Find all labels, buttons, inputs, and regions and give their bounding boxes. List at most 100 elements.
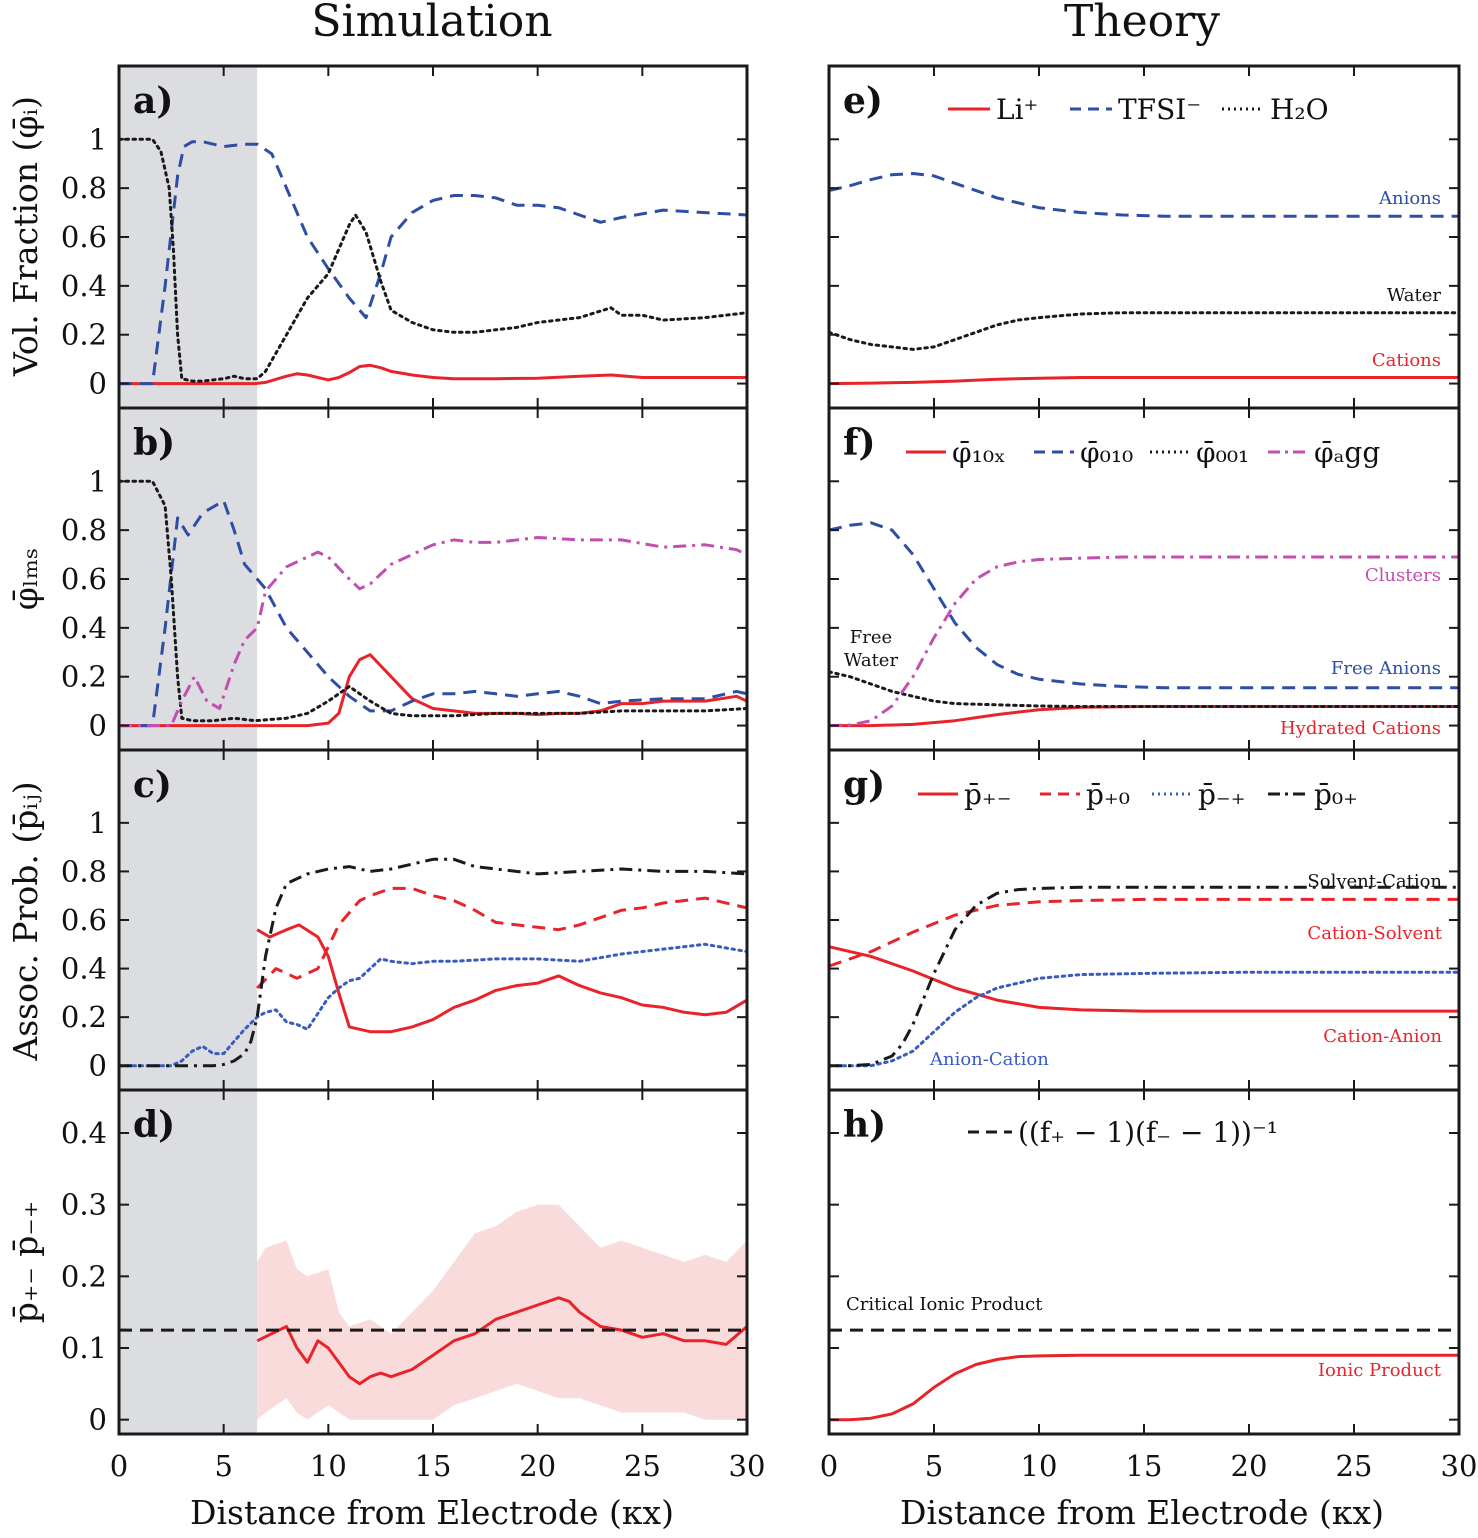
ytick-label-d-3: 0.3 xyxy=(61,1188,107,1222)
xtick-label-d-3: 15 xyxy=(415,1449,452,1483)
xtick-label-d-1: 5 xyxy=(214,1449,232,1483)
ytick-label-d-0: 0 xyxy=(89,1403,107,1437)
xtick-label-h-0: 0 xyxy=(820,1449,838,1483)
xtick-label-d-2: 10 xyxy=(310,1449,347,1483)
ytick-label-d-1: 0.1 xyxy=(61,1331,107,1365)
annotation-anion-cation: Anion-Cation xyxy=(929,1049,1049,1070)
legend-panel-g: p̄₊₋ p̄₊₀ p̄₋₊ p̄₀₊ xyxy=(918,778,1358,811)
electrode-shaded-region-a xyxy=(119,66,258,408)
ytick-label-b-2: 0.4 xyxy=(61,611,107,645)
electrode-shaded-region-b xyxy=(119,408,258,750)
series-line-c-1 xyxy=(256,886,747,990)
legend-label-li: Li⁺ xyxy=(996,93,1038,126)
legend-label-phi10x: φ̄₁₀ₓ xyxy=(952,436,1006,469)
uncertainty-band-d xyxy=(257,1204,747,1420)
plot-area-f xyxy=(829,521,1459,728)
legend-label-p-plus-minus: p̄₊₋ xyxy=(964,778,1011,811)
xtick-label-h-1: 5 xyxy=(925,1449,943,1483)
annotation-free-anions: Free Anions xyxy=(1331,658,1441,679)
xtick-label-h-4: 20 xyxy=(1231,1449,1268,1483)
series-line-e-1 xyxy=(829,172,1459,218)
panel-a: 0 0.2 0.4 0.6 0.8 1 a) xyxy=(61,64,749,410)
series-line-g-1 xyxy=(829,897,1459,968)
ytick-label-d-4: 0.4 xyxy=(61,1116,107,1150)
series-line-b-1 xyxy=(119,499,747,728)
xtick-label-d-0: 0 xyxy=(110,1449,128,1483)
ytick-label-c-1: 0.2 xyxy=(61,1000,107,1034)
panel-label-a: a) xyxy=(133,80,173,122)
panel-label-d: d) xyxy=(133,1104,175,1146)
xtick-label-h-6: 30 xyxy=(1441,1449,1478,1483)
legend-label-h2o: H₂O xyxy=(1270,93,1329,126)
ytick-label-b-3: 0.6 xyxy=(61,562,107,596)
legend-label-phiagg: φ̄ₐgg xyxy=(1314,436,1380,469)
ytick-label-b-4: 0.8 xyxy=(61,513,107,547)
annotation-cation-solvent: Cation-Solvent xyxy=(1307,923,1442,944)
series-line-f-2 xyxy=(829,670,1459,708)
series-line-f-1 xyxy=(829,521,1459,690)
panel-h: 0 5 10 15 20 25 30 h) xyxy=(820,1088,1478,1483)
annotation-ionic-product: Ionic Product xyxy=(1318,1360,1442,1381)
legend-label-phi001: φ̄₀₀₁ xyxy=(1196,436,1249,469)
plot-area-a xyxy=(119,66,747,408)
ytick-label-c-0: 0 xyxy=(89,1049,107,1083)
ytick-label-d-2: 0.2 xyxy=(61,1259,107,1293)
xlabel-simulation: Distance from Electrode (κx) xyxy=(190,1493,674,1532)
ytick-label-a-4: 0.8 xyxy=(61,171,107,205)
series-line-d-0 xyxy=(256,1296,747,1386)
legend-label-tfsi: TFSI⁻ xyxy=(1118,93,1201,126)
simulation-column-title: Simulation xyxy=(311,0,552,47)
legend-label-p-plus-zero: p̄₊₀ xyxy=(1086,778,1130,811)
annotation-free: Free xyxy=(850,627,892,648)
ytick-label-a-2: 0.4 xyxy=(61,269,107,303)
frame-h xyxy=(827,1088,1461,1436)
ytick-label-c-5: 1 xyxy=(89,806,107,840)
series-line-e-0 xyxy=(829,376,1459,386)
annotation-anions: Anions xyxy=(1378,188,1441,209)
annotation-critical-ionic-product: Critical Ionic Product xyxy=(846,1294,1043,1315)
ylabel-panel-d: p̄₊₋ p̄₋₊ xyxy=(6,1201,45,1323)
legend-panel-f: φ̄₁₀ₓ φ̄₀₁₀ φ̄₀₀₁ φ̄ₐgg xyxy=(906,436,1380,469)
frame-d xyxy=(117,1088,749,1436)
series-line-a-2 xyxy=(119,137,747,383)
series-line-g-2 xyxy=(829,970,1459,1068)
ytick-label-c-2: 0.4 xyxy=(61,952,107,986)
panel-c: 0 0.2 0.4 0.6 0.8 1 c) xyxy=(61,748,749,1092)
panel-f: f) xyxy=(827,406,1461,752)
panel-label-h: h) xyxy=(843,1104,886,1146)
ytick-label-a-1: 0.2 xyxy=(61,318,107,352)
panel-g: g) xyxy=(827,748,1461,1092)
ytick-label-c-3: 0.6 xyxy=(61,903,107,937)
ytick-label-c-4: 0.8 xyxy=(61,854,107,888)
ylabel-panel-a: Vol. Fraction (φ̄ᵢ) xyxy=(6,96,45,377)
annotation-cations: Cations xyxy=(1372,350,1441,371)
panel-b: 0 0.2 0.4 0.6 0.8 1 b) xyxy=(61,406,749,752)
xtick-label-h-3: 15 xyxy=(1126,1449,1163,1483)
plot-area-g xyxy=(829,885,1459,1068)
xtick-label-d-4: 20 xyxy=(519,1449,556,1483)
legend-panel-e: Li⁺ TFSI⁻ H₂O xyxy=(948,93,1329,126)
series-line-b-3 xyxy=(119,536,747,728)
electrode-shaded-region-d xyxy=(119,1090,258,1434)
theory-column-title: Theory xyxy=(1064,0,1220,47)
ytick-label-b-0: 0 xyxy=(89,709,107,743)
annotation-water-f: Water xyxy=(844,650,899,671)
xtick-label-h-2: 10 xyxy=(1021,1449,1058,1483)
panel-label-b: b) xyxy=(133,422,175,464)
ytick-label-a-3: 0.6 xyxy=(61,220,107,254)
panel-label-e: e) xyxy=(843,80,883,122)
ytick-label-a-0: 0 xyxy=(89,367,107,401)
series-line-b-2 xyxy=(119,479,747,723)
series-line-h-0 xyxy=(829,1353,1459,1422)
plot-area-d xyxy=(119,1090,747,1434)
panels: 00.20.40.60.81a)00.20.40.60.81b)00.20.40… xyxy=(61,64,1478,1483)
series-line-g-0 xyxy=(829,945,1459,1013)
ytick-label-b-1: 0.2 xyxy=(61,660,107,694)
panel-label-f: f) xyxy=(843,422,876,464)
panel-label-g: g) xyxy=(843,764,885,806)
xtick-label-h-5: 25 xyxy=(1336,1449,1373,1483)
panel-label-c: c) xyxy=(133,764,172,806)
legend-label-p-zero-plus: p̄₀₊ xyxy=(1314,778,1358,811)
ytick-label-b-5: 1 xyxy=(89,464,107,498)
